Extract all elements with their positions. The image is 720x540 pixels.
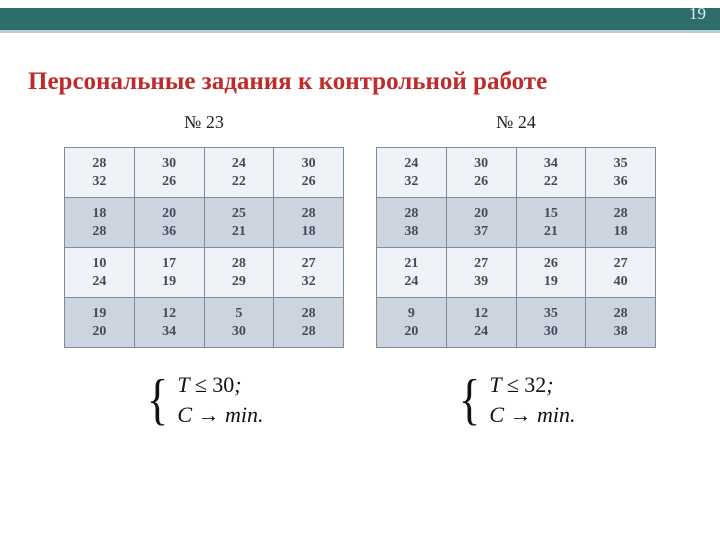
- cell: 2619: [516, 248, 586, 298]
- cell: 3026: [446, 148, 516, 198]
- cell: 2422: [204, 148, 274, 198]
- table-row: 2838 2037 1521 2818: [377, 198, 656, 248]
- panels: № 23 2832 3026 2422 3026 1828 2036 2521 …: [0, 112, 720, 429]
- cell: 2829: [204, 248, 274, 298]
- cell: 1234: [134, 298, 204, 348]
- panel-right-label: № 24: [496, 112, 536, 133]
- cell: 2818: [586, 198, 656, 248]
- cell: 2037: [446, 198, 516, 248]
- cell: 2828: [274, 298, 344, 348]
- cell: 1828: [65, 198, 135, 248]
- table-row: 1828 2036 2521 2818: [65, 198, 344, 248]
- formula-left: { T ≤ 30; C → min.: [144, 370, 263, 429]
- table-row: 1024 1719 2829 2732: [65, 248, 344, 298]
- cell: 1024: [65, 248, 135, 298]
- cell: 1521: [516, 198, 586, 248]
- cell: 3530: [516, 298, 586, 348]
- cell: 2838: [586, 298, 656, 348]
- table-row: 2432 3026 3422 3536: [377, 148, 656, 198]
- header-bar: 19: [0, 0, 720, 40]
- panel-right: № 24 2432 3026 3422 3536 2838 2037 1521 …: [375, 112, 657, 429]
- cell: 1224: [446, 298, 516, 348]
- table-left: 2832 3026 2422 3026 1828 2036 2521 2818 …: [64, 147, 344, 348]
- table-row: 2124 2739 2619 2740: [377, 248, 656, 298]
- cell: 2521: [204, 198, 274, 248]
- panel-left-label: № 23: [184, 112, 224, 133]
- cell: 2739: [446, 248, 516, 298]
- header-band-light: [0, 30, 720, 33]
- cell: 2124: [377, 248, 447, 298]
- cell: 3026: [274, 148, 344, 198]
- formula-right: { T ≤ 32; C → min.: [456, 370, 575, 429]
- cell: 530: [204, 298, 274, 348]
- cell: 2832: [65, 148, 135, 198]
- cell: 2036: [134, 198, 204, 248]
- cell: 1719: [134, 248, 204, 298]
- cell: 2740: [586, 248, 656, 298]
- panel-left: № 23 2832 3026 2422 3026 1828 2036 2521 …: [63, 112, 345, 429]
- cell: 2432: [377, 148, 447, 198]
- cell: 920: [377, 298, 447, 348]
- page-title: Персональные задания к контрольной работ…: [28, 68, 720, 96]
- cell: 3422: [516, 148, 586, 198]
- cell: 2838: [377, 198, 447, 248]
- cell: 3536: [586, 148, 656, 198]
- table-row: 2832 3026 2422 3026: [65, 148, 344, 198]
- page-number: 19: [689, 4, 706, 24]
- table-row: 1920 1234 530 2828: [65, 298, 344, 348]
- table-row: 920 1224 3530 2838: [377, 298, 656, 348]
- header-band-dark: [0, 8, 720, 30]
- cell: 2732: [274, 248, 344, 298]
- cell: 2818: [274, 198, 344, 248]
- table-right: 2432 3026 3422 3536 2838 2037 1521 2818 …: [376, 147, 656, 348]
- cell: 1920: [65, 298, 135, 348]
- cell: 3026: [134, 148, 204, 198]
